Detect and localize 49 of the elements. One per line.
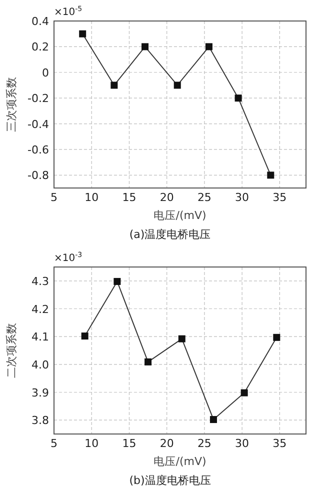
y-tick-label: 4.2	[32, 302, 49, 316]
y-tick-label: 3.9	[32, 386, 49, 400]
y-tick-label: -0.4	[28, 118, 49, 131]
x-tick-label: 35	[272, 191, 287, 204]
y-axis-title: 二次项系数	[5, 323, 18, 378]
y-tick-label: -0.8	[28, 169, 49, 182]
point	[240, 389, 248, 396]
x-tick-label: 25	[197, 437, 212, 450]
x-tick-label: 10	[84, 437, 99, 450]
point	[79, 30, 86, 38]
x-tick-label: 15	[122, 191, 136, 204]
y-tick-label: 0.4	[32, 15, 49, 28]
x-tick-label: 35	[272, 437, 287, 450]
point	[110, 82, 118, 89]
y-tick-label: -0.2	[28, 92, 49, 106]
y-tick-label: 0	[42, 66, 49, 80]
y-tick-label: 4.0	[32, 358, 49, 372]
y-tick-label: -0.6	[28, 143, 49, 156]
point	[144, 358, 152, 366]
x-tick-label: 5	[50, 437, 58, 450]
text: ×10$^{-5}$	[54, 5, 82, 18]
point	[142, 43, 149, 50]
x-tick-label: 30	[235, 437, 250, 450]
y-tick-label: 4.1	[32, 330, 49, 344]
point	[178, 335, 186, 342]
point	[174, 82, 181, 89]
text: (b)温度电桥电压	[129, 474, 211, 487]
point	[267, 172, 274, 179]
point	[205, 43, 212, 50]
text: ×10$^{-3}$	[54, 251, 82, 264]
x-tick-label: 20	[160, 191, 174, 204]
y-tick-label: 0.2	[32, 40, 49, 54]
point	[114, 278, 121, 285]
x-tick-label: 15	[122, 437, 136, 450]
y-tick-label: 3.8	[32, 414, 49, 428]
point	[210, 416, 217, 424]
y-axis-title: 三次项系数	[5, 77, 18, 132]
x-axis-title: 电压/(mV)	[154, 455, 206, 468]
point	[81, 332, 88, 340]
x-tick-label: 30	[235, 191, 250, 204]
text: (a)温度电桥电压	[129, 228, 211, 241]
x-tick-label: 5	[50, 191, 58, 204]
x-tick-label: 20	[160, 437, 174, 450]
x-axis-title: 电压/(mV)	[154, 209, 206, 222]
x-tick-label: 10	[84, 191, 99, 204]
point	[234, 94, 242, 102]
y-tick-label: 4.3	[32, 274, 49, 288]
point	[273, 334, 280, 341]
x-tick-label: 25	[197, 191, 212, 204]
